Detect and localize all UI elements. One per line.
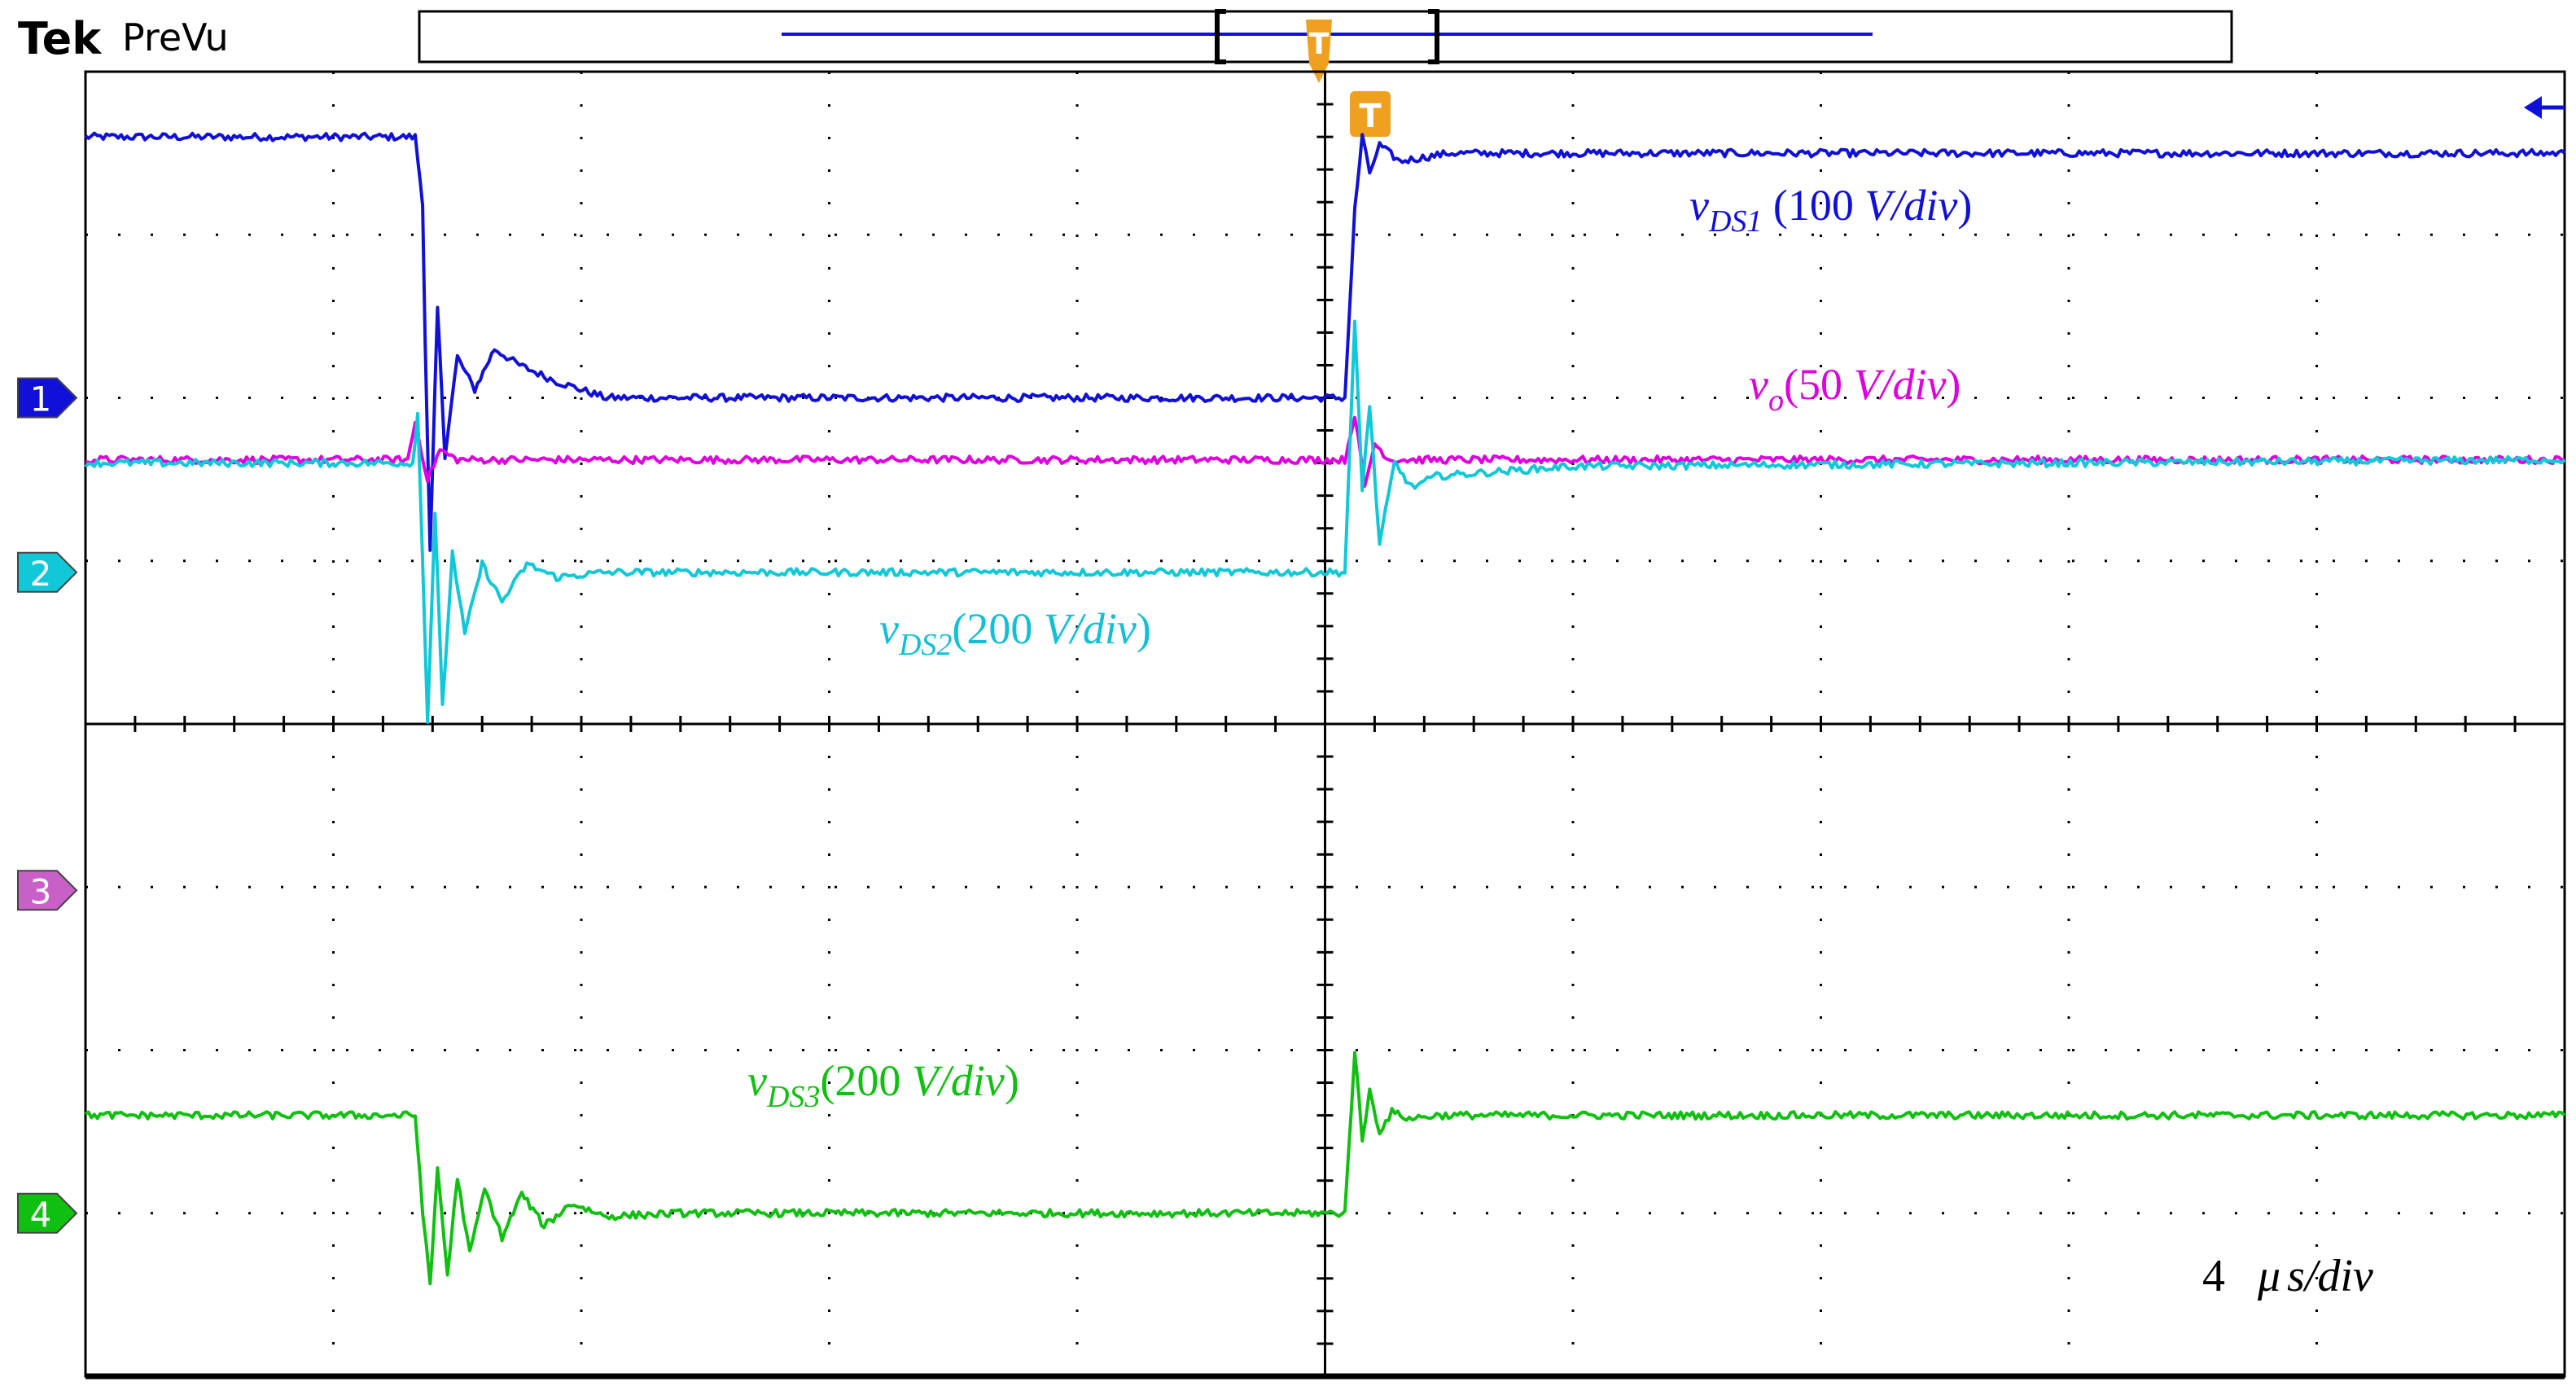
header-bar: Tek PreVu T: [18, 9, 2233, 83]
channel-markers: 1 2 3 4: [17, 377, 78, 1235]
label-vds3: vDS3(200 V/div): [747, 1056, 1019, 1114]
label-timebase: 4 μ s/div: [2202, 1251, 2373, 1301]
channel-3-label: 3: [30, 871, 52, 911]
view-window-bracket-left: [1215, 9, 1226, 64]
trigger-position-label: T: [1309, 28, 1330, 61]
channel-4-marker[interactable]: 4: [17, 1192, 78, 1235]
label-vds1: vDS1 (100 V/div): [1689, 181, 1972, 239]
trace-vds1: [84, 131, 2566, 552]
channel-1-marker[interactable]: 1: [17, 377, 78, 419]
brand-logo: Tek: [18, 13, 102, 64]
trace-vds3: [84, 1051, 2566, 1286]
channel-3-marker[interactable]: 3: [17, 870, 78, 911]
waveform-traces: [84, 131, 2566, 1286]
trigger-marker-label: T: [1359, 98, 1382, 135]
trace-vds2: [84, 319, 2566, 724]
label-vds2: vDS2(200 V/div): [879, 604, 1151, 662]
channel-2-marker[interactable]: 2: [17, 551, 78, 594]
label-vo: vo(50 V/div): [1749, 360, 1960, 418]
trigger-level-arrow[interactable]: [2524, 96, 2565, 119]
channel-1-label: 1: [30, 379, 52, 419]
channel-2-label: 2: [30, 554, 52, 594]
trigger-position-marker[interactable]: T: [1306, 20, 1332, 83]
view-window-bracket-right: [1428, 9, 1439, 64]
trigger-marker[interactable]: T: [1350, 91, 1391, 137]
trace-vo: [85, 415, 2565, 488]
channel-4-label: 4: [30, 1195, 52, 1235]
status-text: PreVu: [122, 15, 229, 59]
trace-labels: vDS1 (100 V/div) vo(50 V/div) vDS2(200 V…: [747, 181, 2373, 1301]
